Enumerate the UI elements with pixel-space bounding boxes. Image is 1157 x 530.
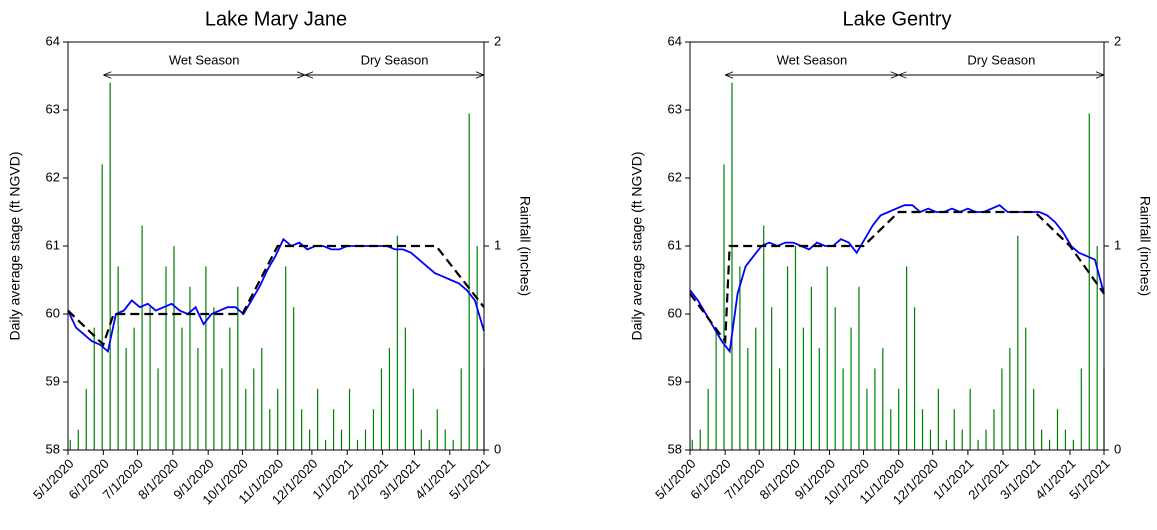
y2-tick-label: 1 — [494, 237, 501, 252]
y-tick-label: 59 — [46, 373, 60, 388]
y-tick-label: 60 — [46, 305, 60, 320]
y2-tick-label: 0 — [1114, 441, 1121, 456]
y-tick-label: 62 — [46, 169, 60, 184]
chart-title: Lake Gentry — [843, 8, 952, 30]
y-axis-label: Daily average stage (ft NGVD) — [7, 151, 23, 340]
season-label: Wet Season — [169, 52, 240, 67]
plot-frame — [689, 41, 1105, 451]
y2-tick-label: 2 — [1114, 33, 1121, 48]
y-tick-label: 59 — [668, 373, 682, 388]
y-tick-label: 64 — [668, 33, 682, 48]
target-line — [689, 210, 1105, 345]
chart-panel: Lake Mary Jane Daily average stage (ft NG… — [7, 8, 534, 507]
y-tick-label: 58 — [46, 441, 60, 456]
stage-line — [689, 204, 1105, 354]
season-label: Dry Season — [967, 52, 1035, 67]
y-tick-label: 64 — [46, 33, 60, 48]
plot-frame — [67, 41, 485, 451]
y2-tick-label: 0 — [494, 441, 501, 456]
chart-panel: Lake Gentry Daily average stage (ft NGVD)… — [629, 8, 1154, 507]
chart-title: Lake Mary Jane — [205, 8, 347, 30]
y-tick-label: 63 — [46, 101, 60, 116]
y-tick-label: 63 — [668, 101, 682, 116]
y2-axis-label: Rainfall (inches) — [517, 196, 533, 296]
y-tick-label: 58 — [668, 441, 682, 456]
y2-tick-label: 2 — [494, 33, 501, 48]
y-axis-label: Daily average stage (ft NGVD) — [629, 151, 645, 340]
stage-line — [67, 237, 485, 354]
y-tick-label: 61 — [46, 237, 60, 252]
season-label: Dry Season — [361, 52, 429, 67]
y2-axis-label: Rainfall (inches) — [1137, 196, 1153, 296]
y-tick-label: 60 — [668, 305, 682, 320]
y-tick-label: 62 — [668, 169, 682, 184]
y-tick-label: 61 — [668, 237, 682, 252]
y2-tick-label: 1 — [1114, 237, 1121, 252]
season-label: Wet Season — [777, 52, 848, 67]
target-line — [67, 244, 485, 347]
